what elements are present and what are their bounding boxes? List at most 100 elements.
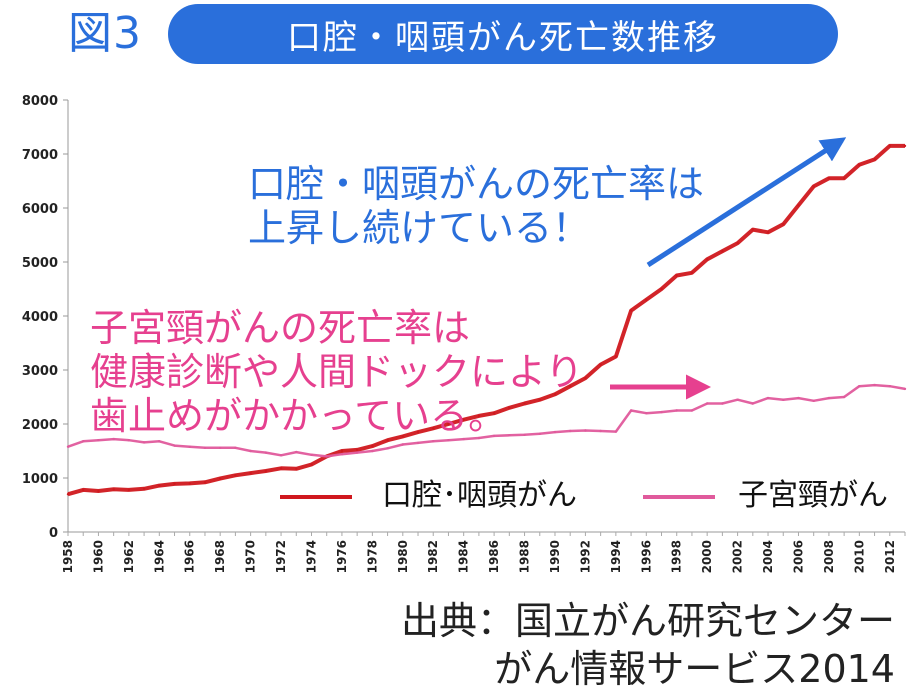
data-point [66, 445, 70, 448]
data-point [82, 440, 85, 443]
data-point [766, 231, 770, 234]
series-line [67, 383, 906, 458]
data-point [645, 298, 648, 301]
data-point [279, 454, 283, 457]
cervical-annotation-line-1: 子宮頸がんの死亡率は [90, 306, 471, 350]
series-cervical [66, 383, 907, 458]
y-tick-label: 4000 [22, 310, 58, 325]
data-point [447, 439, 450, 442]
data-point [508, 434, 511, 437]
data-point [538, 398, 541, 401]
data-point [234, 474, 237, 477]
data-point [279, 467, 283, 470]
data-point [675, 409, 678, 412]
data-point [188, 445, 191, 448]
x-tick-label: 1974 [304, 540, 318, 573]
data-point [629, 409, 633, 412]
x-tick-label: 2006 [791, 540, 805, 573]
oral-annotation: 口腔・咽頭がんの死亡率は 上昇し続けている！ [248, 162, 704, 250]
data-point [827, 177, 831, 180]
oral-annotation-line-2: 上昇し続けている！ [248, 206, 591, 250]
x-tick-label: 1964 [152, 540, 166, 573]
source-line-1: 出典：国立がん研究センター [400, 599, 895, 643]
data-point [873, 158, 876, 161]
data-point [432, 440, 435, 443]
data-point [462, 437, 465, 441]
data-point [508, 406, 511, 409]
data-point [736, 398, 739, 401]
data-point [736, 241, 739, 245]
oral-trend-arrow [646, 137, 847, 268]
y-tick-label: 0 [49, 526, 58, 541]
chart-series [66, 143, 907, 497]
data-point [812, 185, 815, 188]
chart-title-banner: 口腔・咽頭がん死亡数推移 [168, 4, 838, 64]
data-point [492, 434, 496, 438]
data-point [264, 469, 267, 473]
data-point [310, 453, 313, 456]
y-tick-label: 5000 [22, 256, 58, 271]
x-tick-label: 1958 [61, 540, 75, 573]
data-point [142, 487, 146, 490]
data-point [553, 393, 557, 396]
data-point [873, 383, 876, 387]
data-point [492, 412, 496, 415]
data-point [173, 444, 176, 447]
x-tick-label: 1994 [609, 540, 623, 573]
data-point [340, 449, 344, 453]
x-tick-label: 2012 [883, 540, 897, 573]
data-point [523, 433, 526, 436]
x-tick-label: 1990 [548, 540, 562, 573]
data-point [401, 435, 404, 438]
x-tick-label: 1992 [578, 540, 592, 573]
oral-annotation-line-1: 口腔・咽頭がんの死亡率は [248, 162, 705, 206]
data-point [477, 414, 481, 418]
data-point [142, 441, 146, 444]
chart-title: 口腔・咽頭がん死亡数推移 [287, 17, 719, 58]
data-point [523, 402, 526, 405]
data-point [569, 385, 572, 388]
data-point [690, 409, 694, 412]
x-tick-label: 1984 [457, 540, 471, 573]
data-point [766, 396, 770, 400]
data-point [675, 274, 678, 277]
data-point [219, 446, 222, 449]
data-point [614, 430, 618, 433]
chart-arrows [610, 137, 847, 400]
data-point [782, 223, 785, 226]
data-point [462, 418, 465, 421]
data-point [158, 440, 161, 443]
data-point [416, 441, 420, 445]
data-point [203, 481, 207, 484]
x-tick-label: 1972 [274, 540, 288, 573]
data-point [355, 448, 359, 452]
legend-label-cervical: 子宮頸がん [738, 478, 888, 513]
y-tick-label: 2000 [22, 418, 58, 433]
x-tick-label: 1976 [335, 540, 349, 573]
x-tick-label: 1966 [183, 540, 197, 573]
data-point [842, 177, 846, 180]
data-point [538, 432, 541, 435]
x-tick-label: 1962 [122, 540, 136, 573]
data-point [188, 482, 191, 485]
data-point [553, 430, 557, 434]
x-tick-label: 2002 [731, 540, 745, 573]
data-point [706, 402, 709, 405]
data-point [599, 363, 602, 366]
data-point [782, 398, 785, 401]
data-point [569, 429, 572, 433]
data-point [158, 484, 161, 487]
data-point [234, 446, 237, 449]
data-point [325, 455, 328, 458]
source-line-2: がん情報サービス2014 [494, 647, 895, 691]
data-point [706, 258, 709, 261]
data-point [721, 250, 724, 253]
chart-axes: 0 1000 2000 3000 4000 5000 6000 7000 8000 1958 196… [22, 94, 906, 573]
data-point [127, 439, 131, 442]
x-tick-label: 2004 [761, 540, 775, 573]
data-point [371, 449, 374, 453]
data-point [903, 387, 907, 391]
data-point [584, 376, 587, 380]
y-tick-label: 8000 [22, 94, 58, 109]
data-point [858, 163, 861, 166]
